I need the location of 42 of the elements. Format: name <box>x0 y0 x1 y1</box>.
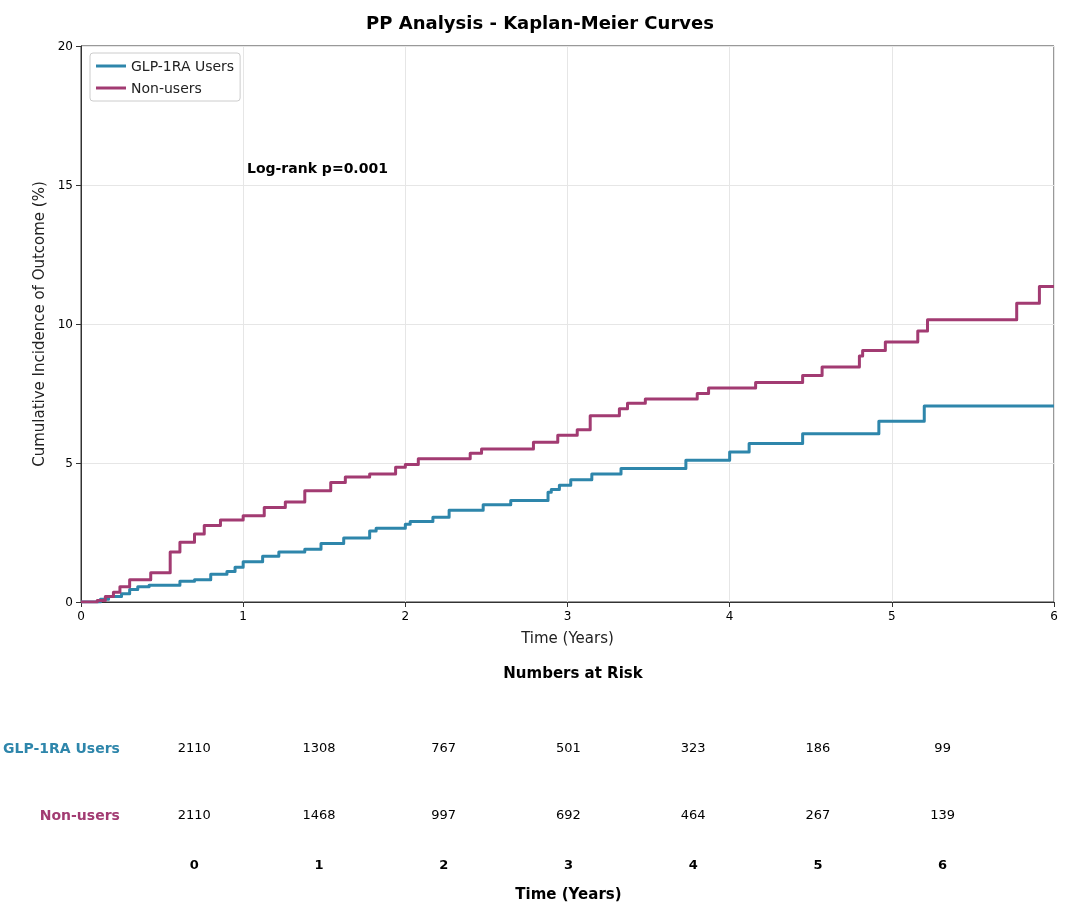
y-tick-label: 10 <box>57 317 73 331</box>
x-tick-label: 4 <box>688 857 698 872</box>
data-label: 2110 <box>177 807 211 822</box>
x-tick-label: 1 <box>239 609 247 623</box>
y-axis-title: Cumulative Incidence of Outcome (%) <box>30 181 49 467</box>
data-label: 267 <box>805 807 831 822</box>
annotation: Log-rank p=0.001 <box>247 160 388 176</box>
data-label: 1308 <box>302 740 336 755</box>
y-tick-label: 20 <box>57 39 73 53</box>
data-label: 186 <box>805 740 831 755</box>
y-tick-label: GLP-1RA Users <box>3 739 120 756</box>
legend-label: GLP-1RA Users <box>131 58 235 74</box>
chart-title: PP Analysis - Kaplan-Meier Curves <box>366 11 714 33</box>
x-tick-label: 5 <box>888 609 896 623</box>
x-tick-label: 4 <box>725 609 734 623</box>
data-label: 2110 <box>177 740 211 755</box>
y-tick-label: 5 <box>65 456 73 470</box>
x-tick-label: 6 <box>938 857 948 872</box>
x-tick-label: 3 <box>563 857 573 872</box>
data-label: 1468 <box>302 807 336 822</box>
x-tick-label: 1 <box>314 857 324 872</box>
data-label: 997 <box>431 807 457 822</box>
y-tick-label: 0 <box>65 595 73 609</box>
x-tick-label: 0 <box>77 609 85 623</box>
x-axis-title: Time (Years) <box>520 628 614 647</box>
y-tick-label: 15 <box>57 178 73 192</box>
data-label: 501 <box>556 740 581 755</box>
data-label: 464 <box>680 807 706 822</box>
x-tick-label: 0 <box>189 857 199 872</box>
x-tick-label: 3 <box>563 609 572 623</box>
x-tick-label: 2 <box>439 857 449 872</box>
x-axis-title: Time (Years) <box>515 884 622 903</box>
x-tick-label: 5 <box>813 857 823 872</box>
legend-label: Non-users <box>131 80 202 96</box>
x-tick-label: 6 <box>1050 609 1058 623</box>
chart-title: Numbers at Risk <box>503 663 644 682</box>
x-tick-label: 2 <box>401 609 410 623</box>
data-label: 99 <box>934 740 951 755</box>
data-label: 323 <box>680 740 706 755</box>
data-label: 767 <box>431 740 457 755</box>
data-label: 139 <box>930 807 956 822</box>
data-label: 692 <box>556 807 581 822</box>
